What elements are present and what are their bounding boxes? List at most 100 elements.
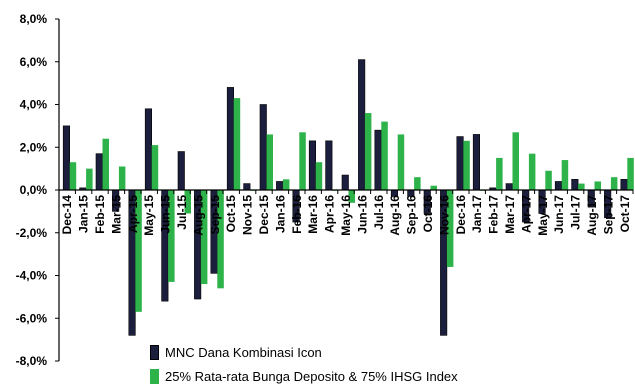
bar-series-1 [325,140,333,191]
x-tick-label: Sep-15 [208,195,222,235]
bar-series-2 [69,162,77,190]
bar-series-2 [414,177,421,190]
bar-series-2 [430,185,437,190]
bar-series-1 [571,179,579,191]
x-tick-label: May-16 [339,195,353,236]
legend-swatch-series-2 [150,368,159,384]
bar-series-2 [184,190,191,214]
x-tick-label: Aug-17 [585,195,599,236]
x-tick-label: Oct-16 [421,195,435,233]
bars-layer [62,59,634,336]
x-tick-label: Jan-16 [273,195,287,233]
bar-series-2 [315,162,323,190]
bar-series-2 [282,179,290,190]
bar-series-2 [168,190,175,282]
y-tick-label: 0,0% [20,183,48,197]
bar-series-1 [358,59,366,191]
x-tick-label: Oct-17 [618,195,632,233]
legend-label-series-1: MNC Dana Kombinasi Icon [165,344,322,360]
x-axis-labels: Dec-14 Jan-15 Feb-15 Mar-15 Apr-15 May-15 Jun-… [60,195,632,236]
y-tick-label: 4,0% [20,98,48,112]
x-tick-label: Jul-15 [175,195,189,230]
y-tick-label: -8,0% [16,354,48,368]
bar-series-2 [118,166,126,190]
x-tick-label: Jul-16 [372,195,386,230]
bar-series-2 [299,132,306,190]
bar-series-2 [528,153,536,190]
bar-series-1 [243,183,251,191]
x-tick-label: Feb-17 [487,195,501,234]
bar-series-1 [505,183,513,191]
y-tick-label: 2,0% [20,140,48,154]
x-tick-label: Feb-15 [93,195,107,234]
bar-series-1 [177,151,185,191]
x-tick-label: Aug-16 [388,195,402,236]
bar-series-2 [397,134,405,190]
bar-series-2 [578,183,585,190]
x-tick-label: Nov-16 [437,195,451,235]
bar-series-2 [364,113,372,190]
bar-series-2 [102,138,109,190]
bar-series-1 [308,140,317,191]
legend-swatch-series-1 [150,344,159,360]
x-tick-label: Sep-17 [601,195,615,235]
x-tick-label: May-15 [142,195,156,236]
bar-series-1 [276,181,284,191]
bar-series-1 [554,181,563,191]
legend: MNC Dana Kombinasi Icon 25% Rata-rata Bu… [150,340,458,388]
x-tick-label: Apr-15 [126,195,140,233]
y-tick-label: -6,0% [16,311,48,325]
bar-series-2 [233,98,241,190]
x-tick-label: Aug-15 [191,195,205,236]
x-tick-label: Mar-16 [306,195,320,234]
bar-series-2 [512,132,519,190]
x-tick-label: May-17 [536,195,550,236]
x-tick-label: Apr-16 [323,195,337,233]
bar-series-2 [348,190,355,203]
bar-series-1 [226,87,234,191]
x-tick-label: Mar-17 [503,195,517,234]
bar-series-2 [217,190,224,289]
x-tick-label: Jul-17 [569,195,583,230]
x-tick-label: Jan-15 [77,195,91,233]
bar-series-2 [545,170,552,190]
x-tick-label: Apr-17 [519,195,533,233]
bar-series-1 [95,153,103,191]
bar-series-2 [594,181,601,190]
bar-series-2 [610,177,618,190]
legend-item-series-1: MNC Dana Kombinasi Icon [150,340,458,364]
x-tick-label: Jun-15 [159,195,173,234]
x-tick-label: Jan-17 [470,195,484,233]
bar-series-1 [374,129,382,191]
x-tick-label: Jun-16 [355,195,369,234]
x-tick-label: Dec-16 [454,195,468,235]
bar-series-2 [266,134,273,190]
bar-series-2 [463,140,470,190]
x-tick-label: Nov-15 [241,195,255,235]
bar-series-1 [456,136,464,191]
bar-series-1 [341,174,349,191]
bar-series-2 [151,145,159,190]
bar-series-1 [472,134,481,191]
y-tick-label: -2,0% [16,226,48,240]
bar-series-2 [200,190,208,285]
bar-series-1 [62,125,71,191]
bar-series-2 [496,157,503,190]
x-tick-label: Dec-14 [60,195,74,235]
legend-label-series-2: 25% Rata-rata Bunga Deposito & 75% IHSG … [165,368,458,384]
y-tick-label: 6,0% [20,55,48,69]
y-tick-label: 8,0% [20,12,48,26]
bar-series-2 [86,168,93,191]
bar-series-2 [627,157,634,190]
x-tick-label: Oct-15 [224,195,238,233]
bar-series-2 [135,190,142,312]
x-tick-label: Feb-16 [290,195,304,234]
x-tick-label: Dec-15 [257,195,271,235]
y-tick-label: -4,0% [16,269,48,283]
x-tick-label: Mar-15 [109,195,123,234]
y-axis-ticks: 8,0% 6,0% 4,0% 2,0% 0,0% -2,0% -4,0% -6,0% -8,0% [16,12,59,368]
bar-series-2 [381,121,388,190]
legend-item-series-2: 25% Rata-rata Bunga Deposito & 75% IHSG … [150,364,458,388]
bar-series-2 [561,160,569,190]
